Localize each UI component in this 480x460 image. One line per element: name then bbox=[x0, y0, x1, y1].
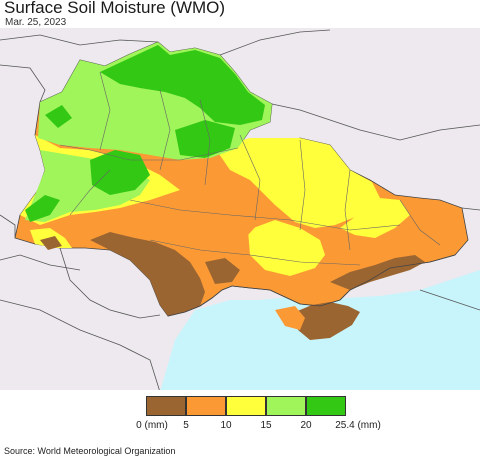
oblast-boundaries bbox=[59, 71, 441, 266]
legend-label-10: 10 bbox=[220, 420, 232, 431]
zone-brown-east bbox=[330, 255, 425, 290]
coastline bbox=[167, 254, 456, 317]
zone-brown-south bbox=[205, 258, 240, 284]
zone-brown-crimea bbox=[295, 302, 360, 340]
legend-swatch-15-20 bbox=[266, 396, 306, 416]
legend-swatch-5-10 bbox=[186, 396, 226, 416]
legend-swatch-10-15 bbox=[226, 396, 266, 416]
legend-swatch-20-25 bbox=[306, 396, 346, 416]
zone-brown-sw bbox=[40, 236, 62, 250]
legend-label-0: 0 (mm) bbox=[136, 420, 168, 431]
legend-label-20: 20 bbox=[300, 420, 312, 431]
country-borders bbox=[0, 29, 480, 390]
zone-yellow-east2 bbox=[340, 198, 410, 238]
zone-darkgreen-ne bbox=[175, 120, 235, 158]
zone-orange-crimea bbox=[275, 306, 305, 330]
legend-label-15: 15 bbox=[260, 420, 272, 431]
source-credit: Source: World Meteorological Organizatio… bbox=[4, 446, 176, 456]
zone-darkgreen-nw bbox=[45, 105, 72, 128]
map-date: Mar. 25, 2023 bbox=[5, 17, 67, 28]
zone-darkgreen-west bbox=[25, 195, 60, 222]
zone-orange-central bbox=[110, 180, 260, 240]
soil-moisture-map bbox=[0, 28, 480, 390]
legend-swatch-0-5 bbox=[146, 396, 186, 416]
zone-yellow-east bbox=[215, 138, 380, 228]
zone-darkgreen-central bbox=[90, 150, 150, 195]
zone-brown-west bbox=[90, 232, 205, 316]
legend-label-5: 5 bbox=[183, 420, 189, 431]
zone-darkgreen-north bbox=[100, 45, 265, 125]
map-title: Surface Soil Moisture (WMO) bbox=[4, 0, 226, 17]
legend-label-25: 25.4 (mm) bbox=[335, 420, 381, 431]
